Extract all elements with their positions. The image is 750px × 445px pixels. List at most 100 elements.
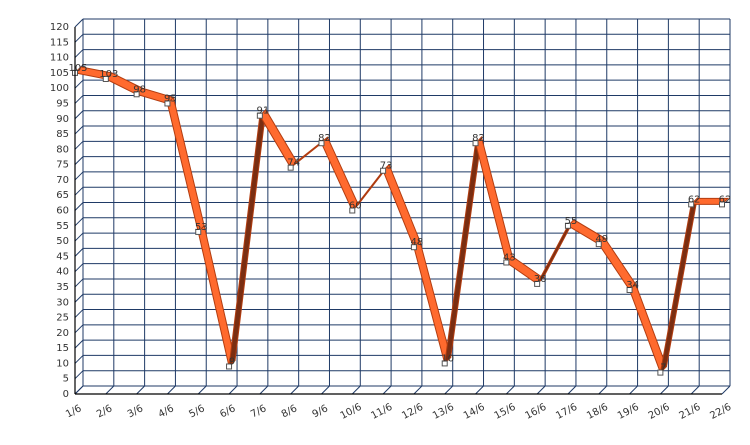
wall-diagonal (74, 49, 84, 58)
data-point (318, 140, 325, 147)
wall-diagonal (74, 339, 84, 349)
x-tick-label: 3/6 (126, 403, 145, 420)
data-point (595, 241, 602, 248)
floor-diagonal (167, 385, 176, 395)
data-label: 62 (688, 194, 701, 205)
series-segment (659, 196, 698, 375)
data-point (164, 100, 171, 107)
wall-diagonal (74, 110, 84, 120)
x-tick-label: 14/6 (462, 402, 487, 422)
y-tick-label: 110 (50, 53, 69, 64)
x-tick-label: 13/6 (431, 402, 456, 422)
wall-diagonal (74, 232, 84, 242)
y-tick-label: 5 (63, 374, 69, 385)
series-segment (413, 240, 452, 365)
x-tick-label: 22/6 (708, 402, 733, 422)
y-tick-label: 100 (50, 83, 69, 94)
series-segment (628, 283, 667, 374)
floor-diagonal (351, 385, 361, 395)
x-tick-label: 9/6 (311, 403, 330, 420)
floor-diagonal (321, 385, 330, 395)
data-point (226, 363, 233, 370)
x-tick-label: 21/6 (678, 402, 703, 422)
y-tick-label: 80 (56, 144, 69, 155)
chart-series (72, 66, 730, 376)
x-tick-label: 1/6 (64, 403, 83, 420)
wall-diagonal (74, 140, 84, 150)
y-tick-label: 35 (56, 282, 69, 293)
x-tick-label: 11/6 (369, 402, 394, 422)
y-tick-label: 30 (56, 297, 69, 308)
x-tick-label: 17/6 (554, 402, 579, 422)
data-point (657, 369, 664, 376)
wall-diagonal (74, 293, 84, 303)
wall-diagonal (74, 370, 84, 380)
data-point (534, 280, 541, 287)
data-label: 82 (318, 133, 331, 144)
data-label: 98 (133, 84, 146, 95)
data-label: 43 (503, 252, 516, 263)
series-segment (320, 136, 359, 212)
data-label: 48 (411, 237, 424, 248)
y-tick-label: 105 (50, 68, 69, 79)
floor-diagonal (660, 385, 669, 395)
data-point (564, 222, 571, 229)
wall-diagonal (74, 217, 84, 227)
data-label: 55 (565, 216, 578, 227)
floor-diagonal (536, 385, 546, 395)
wall-diagonal (74, 248, 84, 257)
floor-diagonal (475, 385, 484, 395)
data-point (133, 91, 140, 98)
floor-diagonal (598, 385, 608, 395)
data-label: 105 (68, 63, 87, 74)
data-point (441, 360, 448, 367)
y-tick-label: 70 (56, 175, 69, 186)
floor-diagonal (721, 385, 731, 395)
y-tick-label: 95 (56, 98, 69, 109)
floor-diagonal (382, 385, 392, 395)
wall-diagonal (74, 95, 84, 104)
data-label: 73 (380, 161, 393, 172)
series-segment (474, 136, 513, 264)
x-tick-label: 18/6 (585, 402, 610, 422)
y-tick-label: 15 (56, 343, 69, 354)
floor-diagonal (136, 385, 145, 395)
wall-diagonal (74, 278, 84, 288)
y-tick-label: 40 (56, 267, 69, 278)
y-tick-label: 55 (56, 221, 69, 232)
floor-diagonal (228, 385, 238, 395)
data-label: 9 (229, 356, 235, 367)
y-tick-label: 20 (56, 328, 69, 339)
floor-diagonal (444, 385, 454, 395)
data-point (688, 201, 695, 208)
data-label: 36 (534, 274, 547, 285)
wall-diagonal (74, 324, 84, 334)
wall-diagonal (74, 33, 84, 43)
data-point (410, 244, 417, 251)
chart-axes: 0510152025303540455055606570758085909510… (50, 22, 733, 422)
wall-diagonal (74, 202, 84, 211)
x-tick-label: 7/6 (249, 403, 268, 420)
series-segment (197, 224, 236, 368)
wall-diagonal (74, 263, 84, 273)
data-point (626, 287, 633, 294)
chart-data-labels: 105 103 98 95 53 9 91 74 82 60 73 48 10 82 43 36 55 49 34 7… (68, 63, 731, 374)
x-tick-label: 8/6 (280, 403, 299, 420)
series-segment (689, 197, 730, 205)
wall-diagonal (74, 186, 84, 196)
y-tick-label: 115 (50, 37, 69, 48)
data-label: 60 (349, 201, 362, 212)
wall-diagonal (74, 18, 84, 28)
series-segment (166, 96, 205, 233)
data-point (380, 167, 387, 174)
data-point (287, 164, 294, 171)
x-tick-label: 4/6 (157, 403, 176, 420)
floor-diagonal (74, 385, 84, 395)
series-segment (382, 163, 421, 249)
floor-diagonal (197, 385, 207, 395)
x-tick-label: 15/6 (493, 402, 518, 422)
y-tick-label: 60 (56, 206, 69, 217)
data-label: 103 (99, 69, 118, 80)
y-tick-label: 45 (56, 251, 69, 262)
